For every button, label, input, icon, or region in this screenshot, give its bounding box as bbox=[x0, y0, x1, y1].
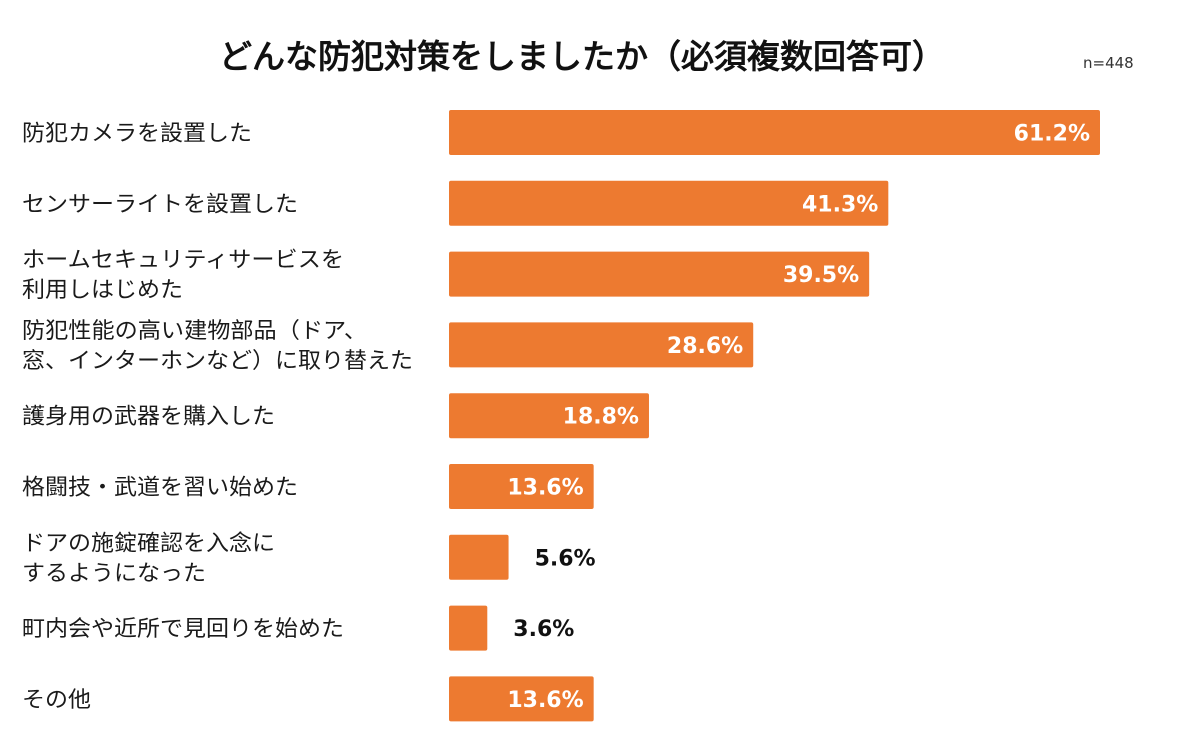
bar-8 bbox=[449, 605, 488, 651]
value-label-4: 28.6% bbox=[667, 334, 743, 359]
category-label-2: センサーライトを設置した bbox=[22, 192, 298, 217]
bar-4 bbox=[449, 322, 754, 368]
bar-1 bbox=[449, 110, 1100, 155]
bar-7 bbox=[449, 534, 509, 580]
value-label-5: 18.8% bbox=[563, 405, 639, 430]
value-label-1: 61.2% bbox=[1014, 122, 1090, 147]
category-label-1: 防犯カメラを設置した bbox=[22, 122, 252, 147]
category-label-8: 町内会や近所で見回りを始めた bbox=[22, 617, 344, 642]
bars bbox=[449, 110, 1100, 722]
category-label-9: その他 bbox=[22, 688, 91, 713]
value-label-7: 5.6% bbox=[535, 546, 596, 571]
bar-9 bbox=[449, 676, 594, 722]
value-labels: 61.2% 41.3% 39.5% 28.6% 18.8% 13.6% 5.6% 3.6% 13… bbox=[507, 122, 1090, 713]
category-label-3: ホームセキュリティサービスを利用しはじめた bbox=[22, 248, 344, 303]
category-label-6: 格闘技・武道を習い始めた bbox=[22, 476, 298, 501]
value-label-8: 3.6% bbox=[513, 617, 574, 642]
bar-5 bbox=[449, 393, 649, 439]
bar-2 bbox=[449, 180, 889, 226]
category-labels: 防犯カメラを設置したセンサーライトを設置したホームセキュリティサービスを利用しは… bbox=[22, 122, 413, 713]
category-label-7: ドアの施錠確認を入念にするようになった bbox=[22, 531, 275, 586]
sample-size-note: n=448 bbox=[1083, 54, 1134, 72]
value-label-9: 13.6% bbox=[507, 688, 583, 713]
value-label-2: 41.3% bbox=[802, 192, 878, 217]
chart-title: どんな防犯対策をしましたか（必須複数回答可） bbox=[219, 37, 945, 76]
category-label-5: 護身用の武器を購入した bbox=[22, 405, 275, 430]
bar-3 bbox=[449, 251, 870, 297]
value-label-3: 39.5% bbox=[783, 263, 859, 288]
category-label-4: 防犯性能の高い建物部品（ドア、窓、インターホンなど）に取り替えた bbox=[22, 319, 413, 374]
bar-6 bbox=[449, 464, 594, 509]
value-label-6: 13.6% bbox=[507, 476, 583, 501]
